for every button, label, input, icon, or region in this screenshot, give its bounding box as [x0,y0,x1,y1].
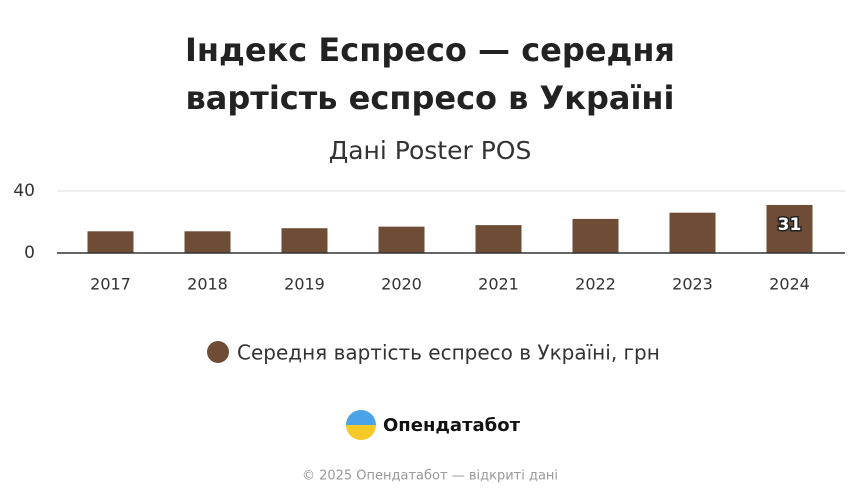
legend-swatch [207,341,229,363]
x-tick-label: 2019 [284,275,325,294]
bar [87,231,134,253]
x-tick-label: 2023 [672,275,713,294]
x-tick-label: 2018 [187,275,228,294]
bar [572,218,619,253]
x-tick-label: 2017 [90,275,131,294]
footer: © 2025 Опендатабот — відкриті дані [302,469,558,484]
bar [766,204,813,253]
data-label: 31 [778,215,802,235]
bar [281,228,328,253]
brand-name: Опендатабот [383,415,521,436]
x-tick-label: 2024 [769,275,810,294]
chart-subtitle: Дані Poster POS [329,136,532,165]
bar [669,212,716,253]
bar [378,226,425,253]
chart-title: Індекс Еспресо — середня вартість еспрес… [185,31,675,117]
brand-logo [346,410,376,440]
legend-label: Середня вартість еспресо в Україні, грн [237,341,660,365]
x-tick-label: 2022 [575,275,616,294]
bar [184,231,231,253]
y-tick-label: 40 [13,181,35,201]
y-tick-label: 0 [24,243,35,263]
x-tick-label: 2021 [478,275,519,294]
bar [475,225,522,253]
x-tick-label: 2020 [381,275,422,294]
